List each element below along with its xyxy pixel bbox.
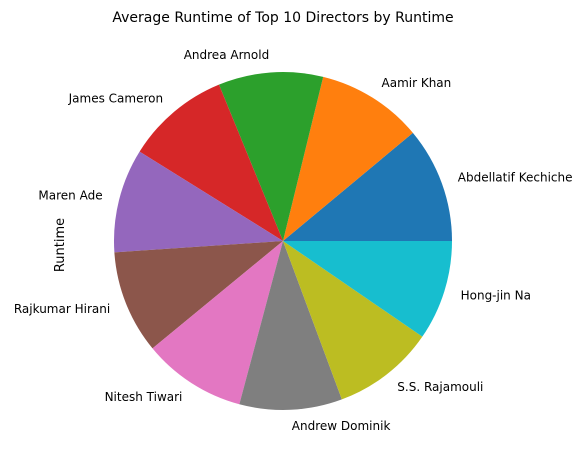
pie-label-maren-ade: Maren Ade	[38, 188, 102, 202]
pie-label-aamir-khan: Aamir Khan	[382, 76, 452, 90]
pie-slice-james-cameron	[139, 84, 283, 241]
pie-label-nitesh-tiwari: Nitesh Tiwari	[105, 390, 183, 404]
pie-slice-andrew-dominik	[239, 241, 342, 410]
pie-slice-aamir-khan	[283, 76, 413, 241]
pie-label-james-cameron: James Cameron	[68, 91, 163, 105]
pie-label-hong-jin-na: Hong-jin Na	[461, 289, 531, 303]
pie-slice-andrea-arnold	[218, 72, 324, 241]
y-axis-label: Runtime	[53, 218, 68, 272]
pie-label-andrew-dominik: Andrew Dominik	[292, 419, 391, 433]
pie-label-rajkumar-hirani: Rajkumar Hirani	[14, 302, 110, 316]
pie-slices	[113, 72, 452, 410]
pie-label-s-s-rajamouli: S.S. Rajamouli	[397, 380, 483, 394]
pie-slice-hong-jin-na	[283, 241, 452, 337]
pie-slice-abdellatif-kechiche	[283, 132, 452, 241]
chart-title: Average Runtime of Top 10 Directors by R…	[112, 10, 453, 26]
pie-labels: Abdellatif Kechiche Aamir Khan Andrea Arno…	[14, 48, 573, 433]
pie-label-abdellatif-kechiche: Abdellatif Kechiche	[458, 170, 573, 184]
pie-slice-nitesh-tiwari	[152, 241, 283, 405]
pie-slice-s-s-rajamouli	[283, 241, 423, 400]
pie-slice-maren-ade	[113, 151, 283, 253]
pie-label-andrea-arnold: Andrea Arnold	[184, 48, 269, 62]
pie-slice-rajkumar-hirani	[114, 241, 283, 349]
